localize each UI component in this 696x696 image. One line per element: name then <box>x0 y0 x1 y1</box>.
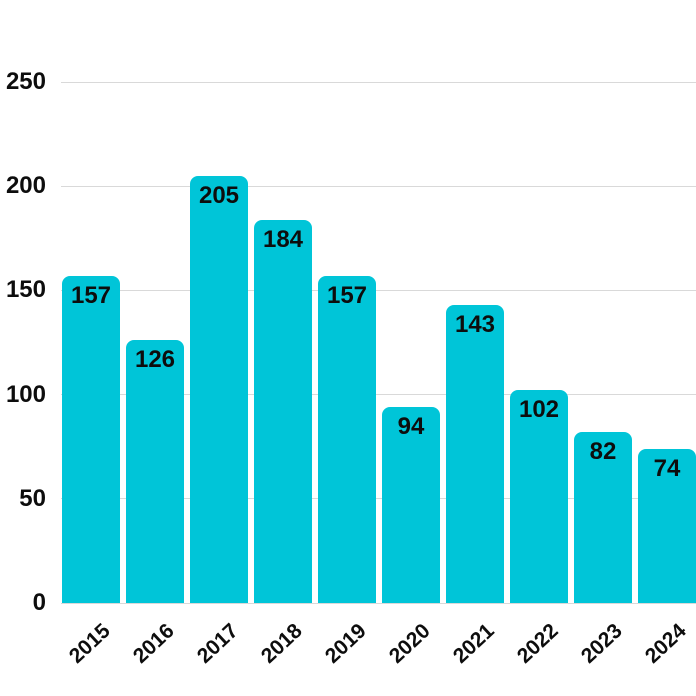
bar-2021 <box>446 304 504 603</box>
x-tick-label: 2022 <box>513 619 564 668</box>
gridline-y-200 <box>61 185 696 187</box>
bar-2017 <box>190 175 248 603</box>
gridline-y-150 <box>61 289 696 291</box>
x-tick-label: 2021 <box>449 619 500 668</box>
bar-value-label: 126 <box>134 346 176 374</box>
bar-value-label: 82 <box>589 438 617 466</box>
y-tick-label: 200 <box>5 172 46 200</box>
bar-2024 <box>638 448 696 603</box>
x-tick-label: 2024 <box>641 619 692 668</box>
x-tick-label: 2017 <box>193 619 244 668</box>
y-tick-label: 0 <box>32 589 46 616</box>
bar-2020 <box>382 407 440 603</box>
x-tick-label: 2018 <box>257 619 308 668</box>
bar-2015 <box>62 275 120 603</box>
bar-value-label: 205 <box>198 181 240 209</box>
bar-value-label: 184 <box>262 225 304 253</box>
x-tick-label: 2020 <box>385 619 436 668</box>
y-tick-label: 100 <box>5 380 46 408</box>
y-tick-label: 150 <box>5 276 46 304</box>
y-tick-label: 250 <box>5 68 46 95</box>
x-tick-label: 2016 <box>129 619 180 668</box>
bar-2016 <box>126 340 184 603</box>
gridline-y-0 <box>61 602 696 604</box>
gridline-y-100 <box>61 394 696 396</box>
bar-value-label: 157 <box>326 281 368 309</box>
x-tick-label: 2019 <box>321 619 372 668</box>
bar-value-label: 102 <box>518 396 560 424</box>
bar-value-label: 74 <box>653 454 681 482</box>
x-tick-label: 2015 <box>65 619 116 668</box>
bar-2023 <box>574 432 632 603</box>
y-tick-label: 50 <box>19 484 46 512</box>
bar-2022 <box>510 390 568 603</box>
gridline-y-250 <box>61 81 696 83</box>
bar-2019 <box>318 275 376 603</box>
bar-2018 <box>254 219 312 603</box>
bar-value-label: 94 <box>397 413 425 441</box>
bar-value-label: 143 <box>454 310 496 338</box>
gridline-y-50 <box>61 498 696 500</box>
bar-value-label: 157 <box>70 281 112 309</box>
x-tick-label: 2023 <box>577 619 628 668</box>
